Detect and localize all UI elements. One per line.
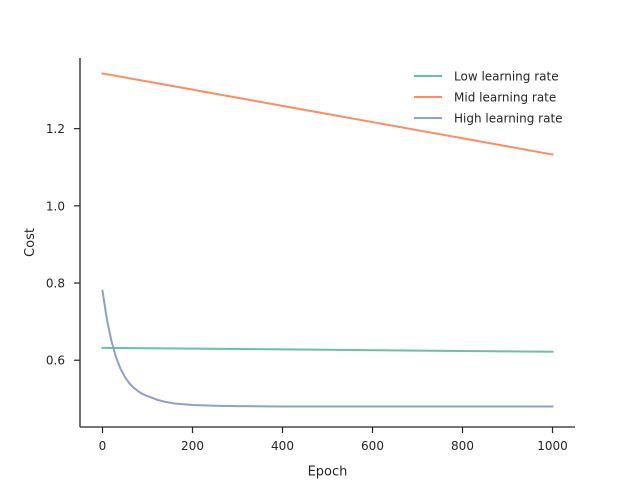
x-tick-label: 400 [271, 439, 294, 453]
axes: 0 200 400 600 800 1000 0.6 0.8 1.0 1.2 [46, 58, 575, 453]
x-tick-label: 200 [181, 439, 204, 453]
y-axis-label: Cost [23, 228, 38, 257]
series-line-2 [101, 72, 554, 156]
series-line-3 [101, 289, 554, 408]
legend-label-2: Mid learning rate [454, 91, 556, 105]
y-tick-label: 0.6 [46, 354, 65, 368]
x-axis-label: Epoch [308, 465, 348, 480]
x-tick-label: 600 [361, 439, 384, 453]
y-tick-label: 1.2 [46, 122, 65, 136]
legend-label-1: Low learning rate [454, 70, 559, 84]
x-tick-label: 0 [99, 439, 107, 453]
y-tick-label: 0.8 [46, 277, 65, 291]
x-tick-label: 800 [451, 439, 474, 453]
plot-area [101, 72, 554, 408]
legend: Low learning rate Mid learning rate High l… [414, 70, 563, 126]
legend-label-3: High learning rate [454, 112, 563, 126]
x-tick-label: 1000 [537, 439, 568, 453]
series-line-1 [101, 346, 554, 353]
y-tick-label: 1.0 [46, 199, 65, 213]
